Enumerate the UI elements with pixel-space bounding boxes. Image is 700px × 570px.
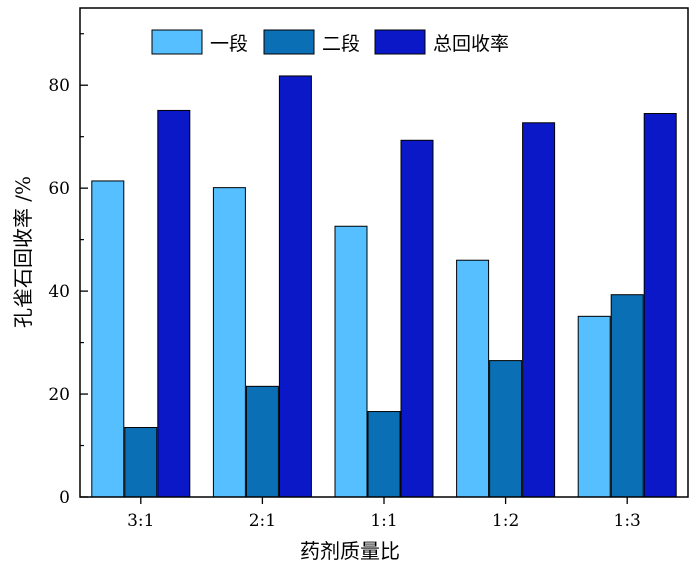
bar-1-2 [212, 187, 246, 498]
y-axis-ticks: 0 20 40 60 80 [48, 33, 88, 508]
bar-2-3 [367, 411, 401, 498]
legend-label-2: 二段 [322, 33, 360, 55]
legend-label-3: 总回收率 [433, 33, 509, 55]
bar-2-2 [245, 385, 279, 498]
bar-3-2 [278, 75, 312, 498]
bar-3-1 [157, 109, 191, 498]
bar-3-4 [522, 122, 556, 498]
plot-frame [79, 7, 689, 498]
bar-1-5 [577, 315, 611, 498]
x-tick-label: 3:1 [127, 511, 154, 531]
x-tick-label: 1:2 [492, 511, 519, 531]
x-tick-label: 1:1 [370, 511, 397, 531]
legend: 一段 二段 总回收率 [151, 29, 509, 55]
y-axis-title: 孔雀石回收率 /% [11, 176, 35, 328]
x-tick-label: 1:3 [614, 511, 641, 531]
x-axis-ticks: 3:1 2:1 1:1 1:2 1:3 [127, 497, 641, 531]
legend-label-1: 一段 [210, 33, 248, 55]
bars [91, 75, 677, 498]
y-tick-label: 60 [48, 179, 70, 199]
bar-1-3 [334, 225, 368, 498]
y-tick-label: 80 [48, 76, 70, 96]
y-tick-label: 0 [59, 488, 70, 508]
bar-2-5 [610, 294, 644, 498]
bar-1-4 [456, 259, 490, 498]
bar-2-4 [489, 360, 523, 498]
bar-1-1 [91, 180, 125, 498]
x-tick-label: 2:1 [249, 511, 276, 531]
legend-swatch-2 [263, 29, 315, 55]
y-tick-label: 40 [48, 282, 70, 302]
bar-3-3 [400, 139, 434, 498]
legend-swatch-3 [374, 29, 426, 55]
bar-2-1 [124, 427, 158, 498]
bar-3-5 [643, 113, 677, 498]
x-axis-title: 药剂质量比 [300, 539, 400, 563]
y-tick-label: 20 [48, 385, 70, 405]
legend-swatch-1 [151, 29, 203, 55]
